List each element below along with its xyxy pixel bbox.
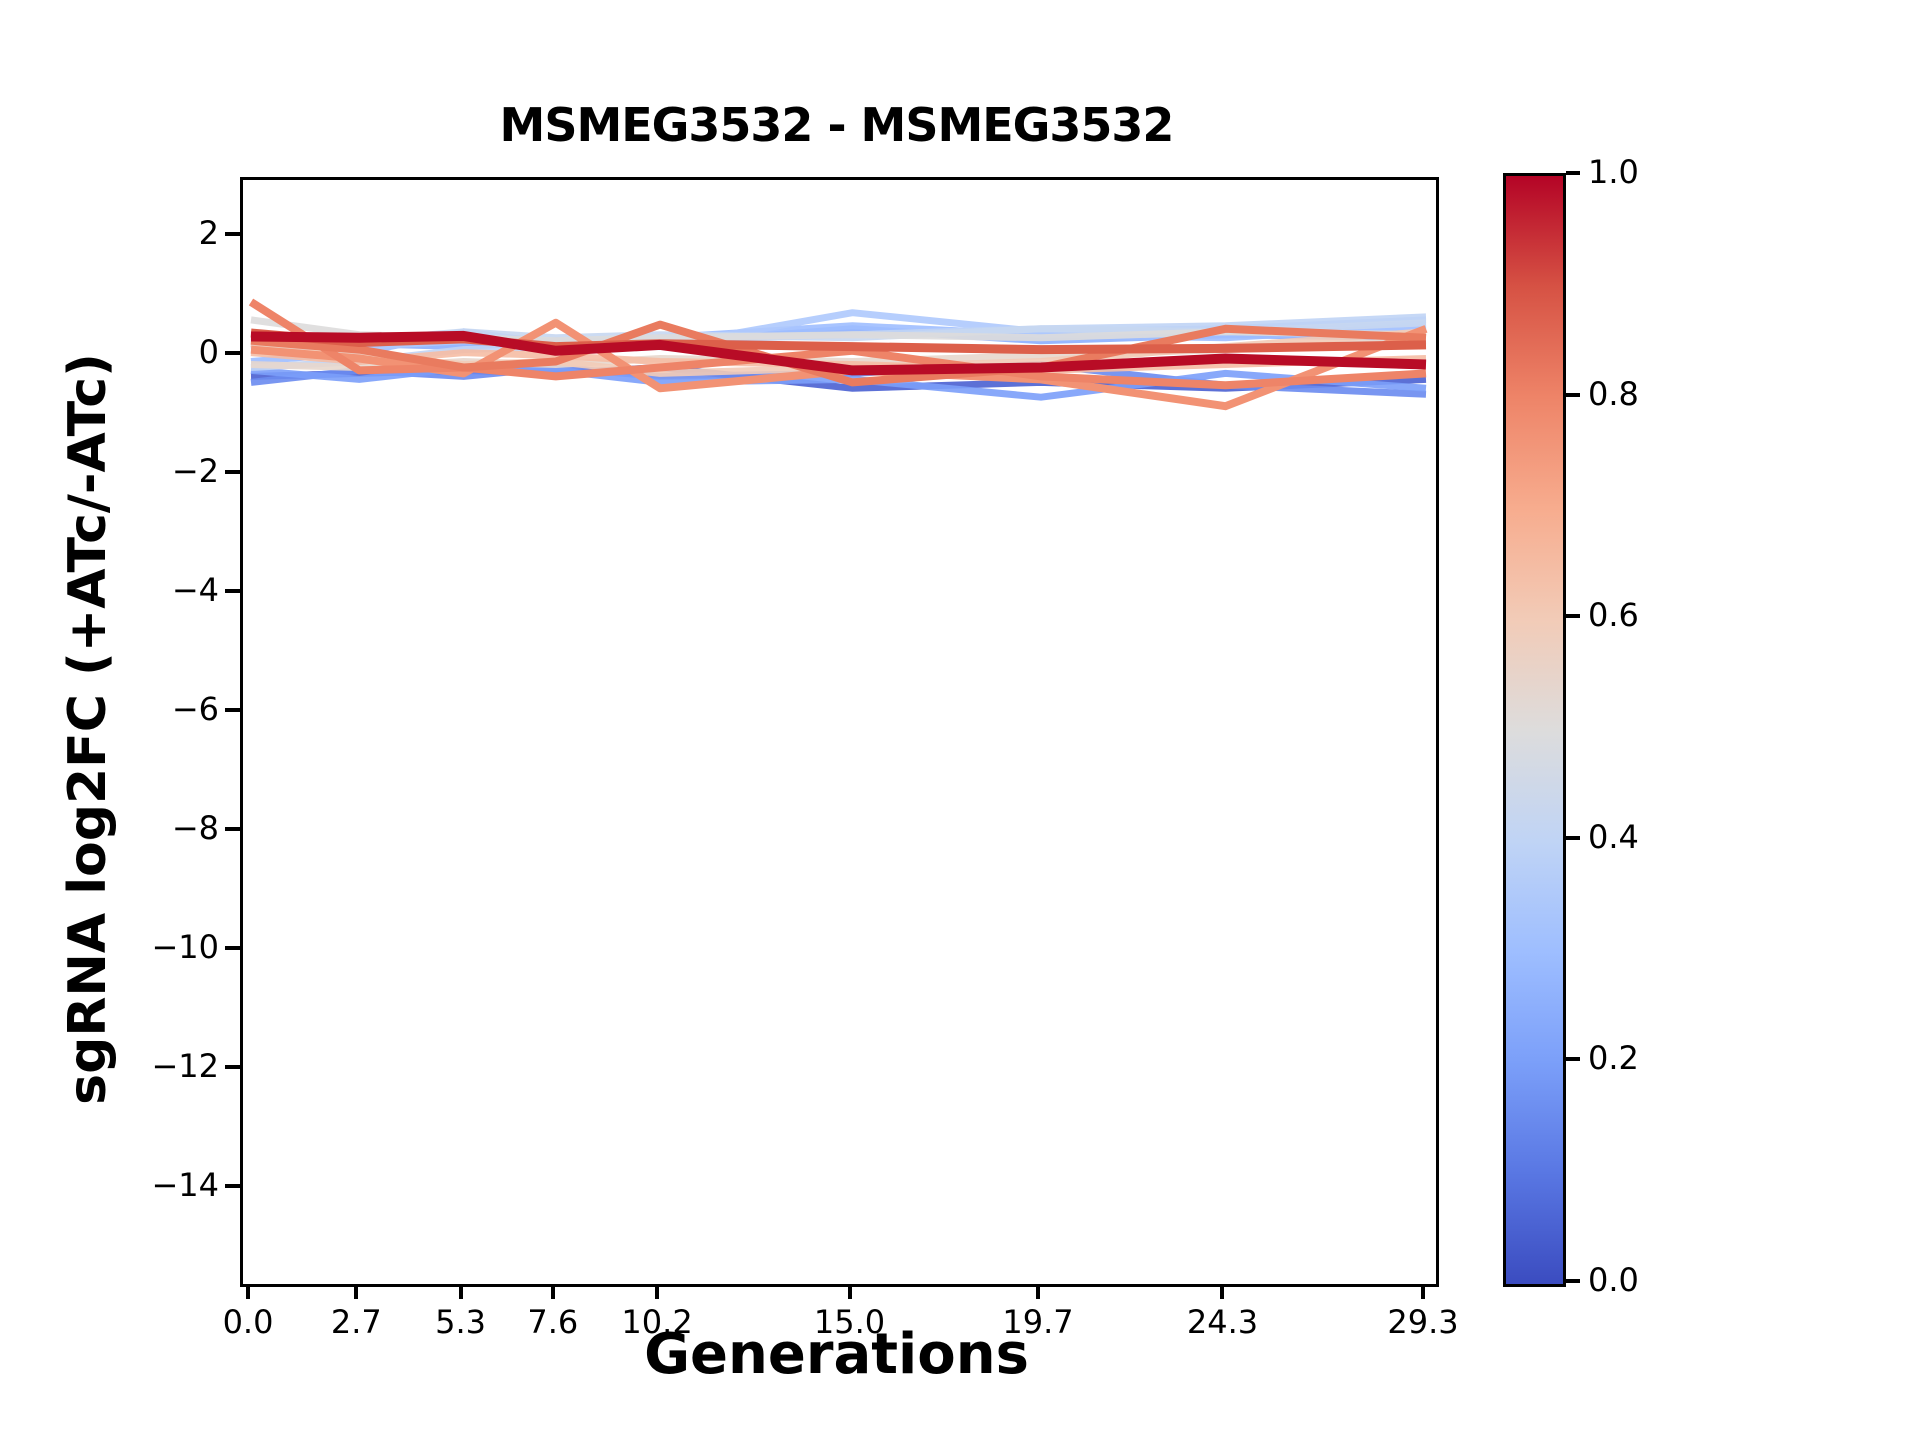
y-tick-mark xyxy=(225,1183,240,1188)
plot-area xyxy=(240,177,1439,1287)
x-tick-mark xyxy=(847,1284,852,1299)
x-tick-mark xyxy=(354,1284,359,1299)
y-tick-label: −6 xyxy=(171,689,219,728)
colorbar-tick-label: 1.0 xyxy=(1588,153,1639,191)
chart-canvas xyxy=(248,298,1428,411)
colorbar-tick-label: 0.2 xyxy=(1588,1039,1639,1078)
y-tick-label: 2 xyxy=(198,213,219,252)
x-tick-label: 5.3 xyxy=(435,1303,486,1341)
x-tick-label: 19.7 xyxy=(1002,1303,1074,1341)
colorbar-tick-mark xyxy=(1566,614,1580,619)
y-tick-label: −8 xyxy=(171,808,219,847)
x-axis-label: Generations xyxy=(644,1322,1029,1387)
y-axis-label: sgRNA log2FC (+ATc/-ATc) xyxy=(58,353,118,1105)
x-tick-label: 29.3 xyxy=(1387,1303,1459,1341)
colorbar-tick-label: 0.4 xyxy=(1588,817,1639,856)
y-tick-mark xyxy=(225,350,240,355)
x-tick-label: 2.7 xyxy=(330,1303,382,1341)
y-tick-mark xyxy=(225,1064,240,1069)
series-line-sgRNA-17 xyxy=(250,330,1427,376)
y-tick-mark xyxy=(225,945,240,950)
x-tick-mark xyxy=(550,1284,555,1299)
y-tick-label: −4 xyxy=(171,570,219,609)
x-tick-mark xyxy=(1420,1284,1425,1299)
y-tick-mark xyxy=(225,826,240,831)
colorbar-tick-mark xyxy=(1566,392,1580,397)
colorbar-tick-mark xyxy=(1566,1057,1580,1062)
x-tick-mark xyxy=(655,1284,660,1299)
series-line-sgRNA-14 xyxy=(248,298,1427,390)
x-tick-mark xyxy=(246,1284,251,1299)
y-tick-mark xyxy=(225,231,240,236)
y-tick-label: −14 xyxy=(151,1165,219,1204)
x-tick-label: 7.6 xyxy=(527,1303,579,1341)
x-tick-mark xyxy=(1220,1284,1225,1299)
colorbar-tick-mark xyxy=(1566,835,1580,840)
x-tick-mark xyxy=(1036,1284,1040,1299)
x-tick-label: 24.3 xyxy=(1186,1303,1259,1341)
y-tick-mark xyxy=(225,707,240,712)
y-tick-label: −12 xyxy=(151,1046,219,1085)
colorbar-tick-label: 0.8 xyxy=(1588,374,1639,413)
series-line-sgRNA-13 xyxy=(250,318,1428,411)
y-tick-label: −2 xyxy=(171,451,219,490)
colorbar xyxy=(1503,173,1566,1287)
colorbar-tick-mark xyxy=(1566,171,1580,175)
x-tick-label: 15.0 xyxy=(813,1303,886,1341)
colorbar-tick-mark xyxy=(1566,1279,1580,1283)
colorbar-tick-label: 0.6 xyxy=(1588,596,1639,635)
y-tick-label: −10 xyxy=(151,927,219,966)
x-tick-label: 0.0 xyxy=(222,1303,274,1341)
colorbar-tick-label: 0.0 xyxy=(1588,1261,1639,1299)
y-tick-mark xyxy=(225,588,240,593)
series-line-sgRNA-15 xyxy=(250,320,1427,387)
x-tick-mark xyxy=(458,1284,463,1299)
y-tick-label: 0 xyxy=(198,332,219,371)
chart-title: MSMEG3532 - MSMEG3532 xyxy=(499,98,1175,152)
x-tick-label: 10.2 xyxy=(621,1303,693,1341)
y-tick-mark xyxy=(225,469,240,474)
